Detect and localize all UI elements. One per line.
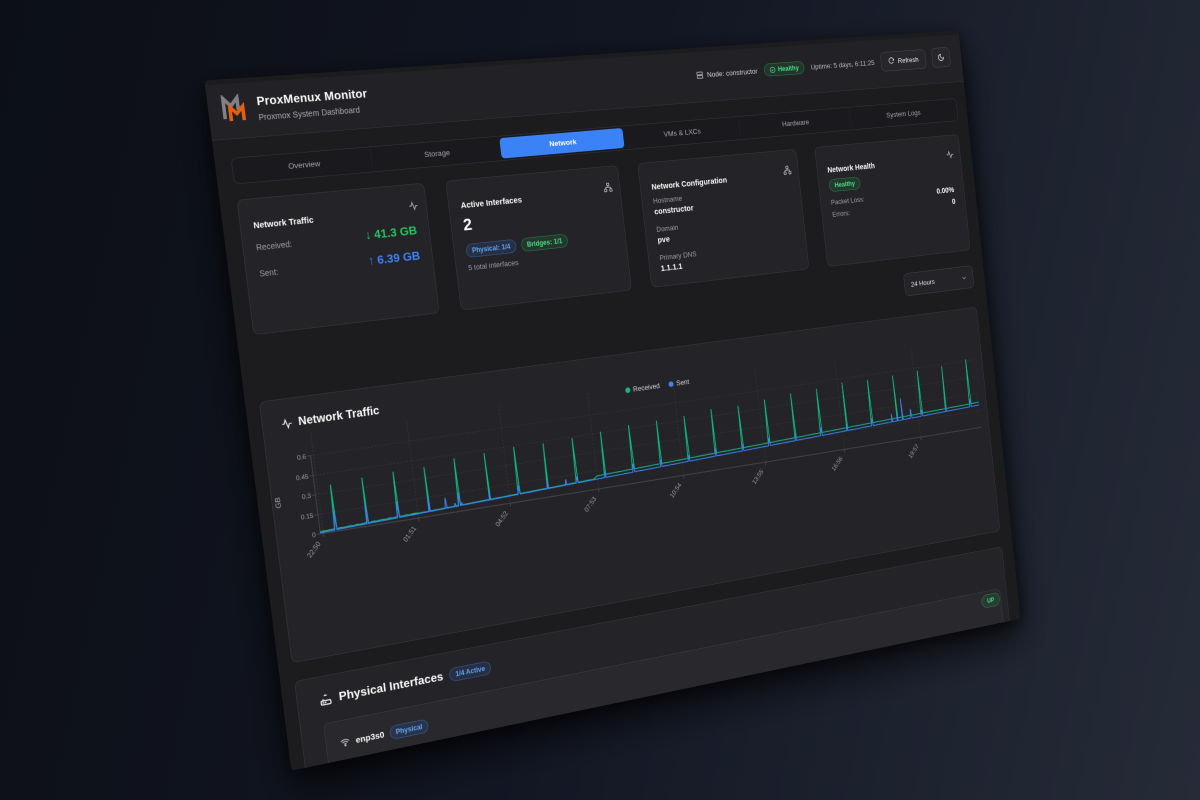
svg-text:0.6: 0.6 (297, 454, 307, 462)
svg-text:19:57: 19:57 (907, 443, 920, 460)
svg-text:GB: GB (273, 497, 283, 509)
svg-text:0.45: 0.45 (296, 474, 310, 483)
svg-text:16:56: 16:56 (830, 455, 844, 472)
svg-text:0.3: 0.3 (302, 493, 312, 501)
svg-text:0.15: 0.15 (300, 513, 314, 522)
svg-text:01:51: 01:51 (401, 524, 418, 543)
svg-text:07:53: 07:53 (583, 495, 598, 513)
svg-text:22:50: 22:50 (305, 540, 322, 560)
svg-text:0: 0 (312, 532, 317, 539)
svg-text:13:55: 13:55 (751, 468, 765, 486)
svg-text:10:54: 10:54 (668, 481, 683, 499)
svg-text:04:52: 04:52 (494, 509, 510, 528)
